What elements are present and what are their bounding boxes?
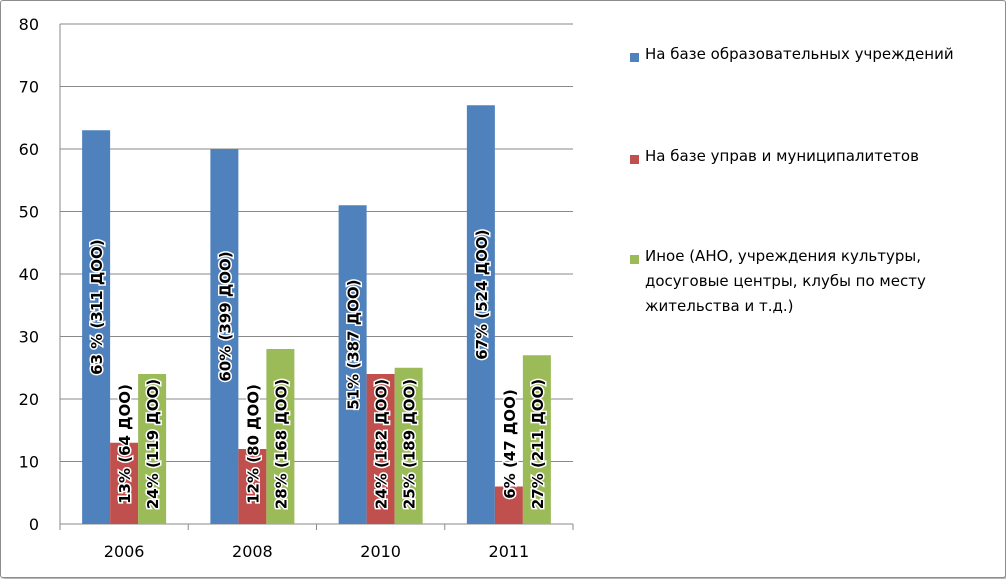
bar xyxy=(394,367,423,524)
bar xyxy=(110,442,139,524)
bar xyxy=(522,355,551,524)
y-tick-label: 50 xyxy=(19,203,39,222)
bar xyxy=(338,205,367,524)
bar xyxy=(210,149,239,524)
y-tick-label: 70 xyxy=(19,78,39,97)
legend-item-education: На базе образовательных учреждений xyxy=(630,45,1000,67)
data-label: 13% (64 ДОО) xyxy=(116,384,134,504)
bar xyxy=(366,374,395,524)
data-label: 6% (47 ДОО) xyxy=(501,389,519,498)
legend-label-other: Иное (АНО, учреждения культуры, досуговы… xyxy=(645,247,926,315)
legend-item-municipal: На базе управ и муниципалитетов xyxy=(630,147,1000,169)
y-tick-label: 30 xyxy=(19,328,39,347)
bar xyxy=(82,130,111,524)
y-tick-label: 60 xyxy=(19,140,39,159)
y-tick-label: 80 xyxy=(19,15,39,34)
x-tick-label: 2011 xyxy=(489,542,530,561)
y-tick-label: 40 xyxy=(19,265,39,284)
legend-swatch-education xyxy=(630,53,639,62)
bar xyxy=(466,105,495,524)
x-tick-label: 2008 xyxy=(232,542,273,561)
data-label: 51% (387 ДОО) xyxy=(345,280,363,410)
data-label: 67% (524 ДОО) xyxy=(473,230,491,360)
y-tick-label: 0 xyxy=(29,515,39,534)
legend-swatch-municipal xyxy=(630,155,639,164)
data-label: 27% (211 ДОО) xyxy=(529,379,547,509)
legend-swatch-other xyxy=(630,255,639,264)
x-tick-label: 2010 xyxy=(360,542,401,561)
data-label: 24% (182 ДОО) xyxy=(373,379,391,509)
y-tick-label: 10 xyxy=(19,453,39,472)
bar xyxy=(238,449,267,524)
data-label: 24% (119 ДОО) xyxy=(144,379,162,509)
y-tick-label: 20 xyxy=(19,390,39,409)
data-label: 63 % (311 ДОО) xyxy=(88,239,106,374)
legend-item-other: Иное (АНО, учреждения культуры, досуговы… xyxy=(630,247,1000,319)
legend-label-education: На базе образовательных учреждений xyxy=(645,45,954,63)
legend-label-municipal: На базе управ и муниципалитетов xyxy=(645,147,919,165)
data-label: 60% (399 ДОО) xyxy=(216,251,234,381)
bar xyxy=(494,486,523,524)
x-tick-label: 2006 xyxy=(104,542,145,561)
data-label: 12% (80 ДОО) xyxy=(244,384,262,504)
data-label: 28% (168 ДОО) xyxy=(272,379,290,509)
bar xyxy=(266,349,295,524)
bar xyxy=(138,374,167,524)
data-label: 25% (189 ДОО) xyxy=(401,379,419,509)
